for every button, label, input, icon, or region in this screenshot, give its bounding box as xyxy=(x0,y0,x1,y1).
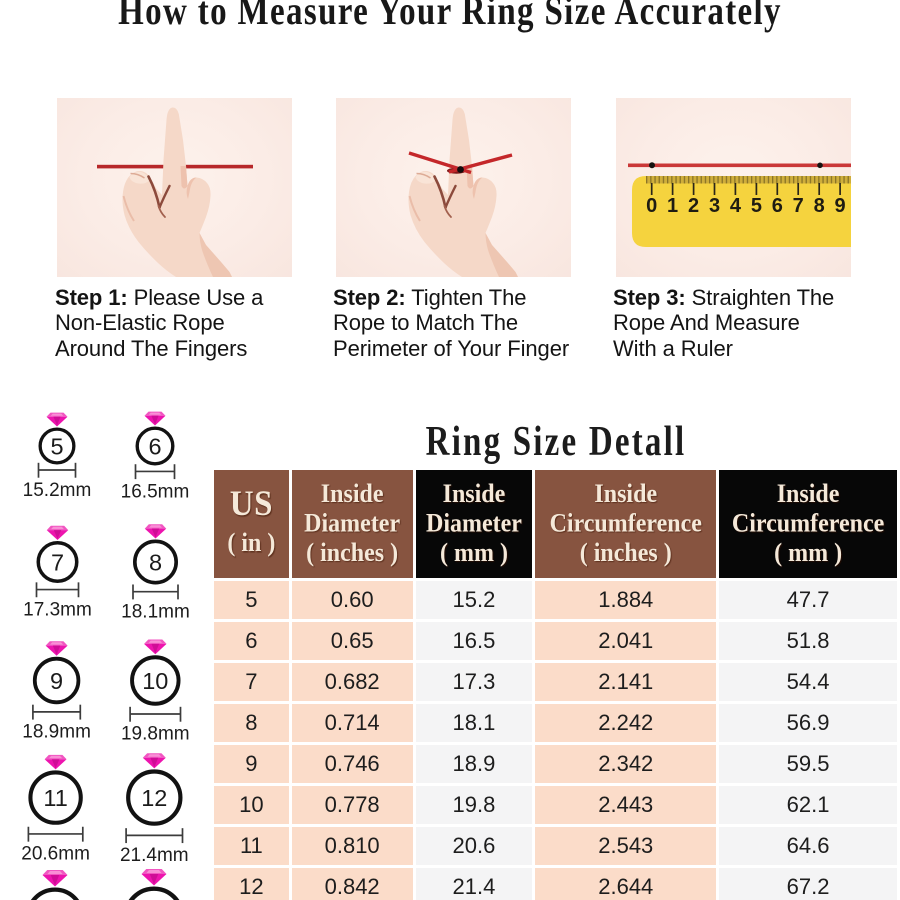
svg-text:15.2mm: 15.2mm xyxy=(23,480,92,501)
svg-text:8: 8 xyxy=(149,550,162,576)
svg-text:9: 9 xyxy=(835,195,846,217)
svg-text:19.8mm: 19.8mm xyxy=(121,724,190,745)
svg-text:9: 9 xyxy=(50,668,63,694)
svg-text:10: 10 xyxy=(142,668,168,694)
svg-text:18.9mm: 18.9mm xyxy=(22,722,91,743)
svg-text:2: 2 xyxy=(688,195,699,217)
svg-text:6: 6 xyxy=(148,434,161,460)
svg-text:8: 8 xyxy=(814,195,825,217)
svg-text:7: 7 xyxy=(51,550,64,576)
svg-text:21.4mm: 21.4mm xyxy=(120,845,189,866)
svg-text:5: 5 xyxy=(50,434,63,460)
svg-text:12: 12 xyxy=(141,785,167,811)
svg-text:6: 6 xyxy=(772,195,783,217)
svg-text:18.1mm: 18.1mm xyxy=(121,601,190,622)
svg-text:0: 0 xyxy=(646,195,657,217)
svg-text:11: 11 xyxy=(43,785,67,811)
svg-text:17.3mm: 17.3mm xyxy=(23,599,92,620)
svg-text:5: 5 xyxy=(751,195,762,217)
svg-text:4: 4 xyxy=(730,195,742,217)
svg-text:3: 3 xyxy=(709,195,720,217)
svg-text:1: 1 xyxy=(667,195,678,217)
svg-text:20.6mm: 20.6mm xyxy=(21,844,90,865)
svg-text:7: 7 xyxy=(793,195,804,217)
svg-text:16.5mm: 16.5mm xyxy=(121,481,190,502)
